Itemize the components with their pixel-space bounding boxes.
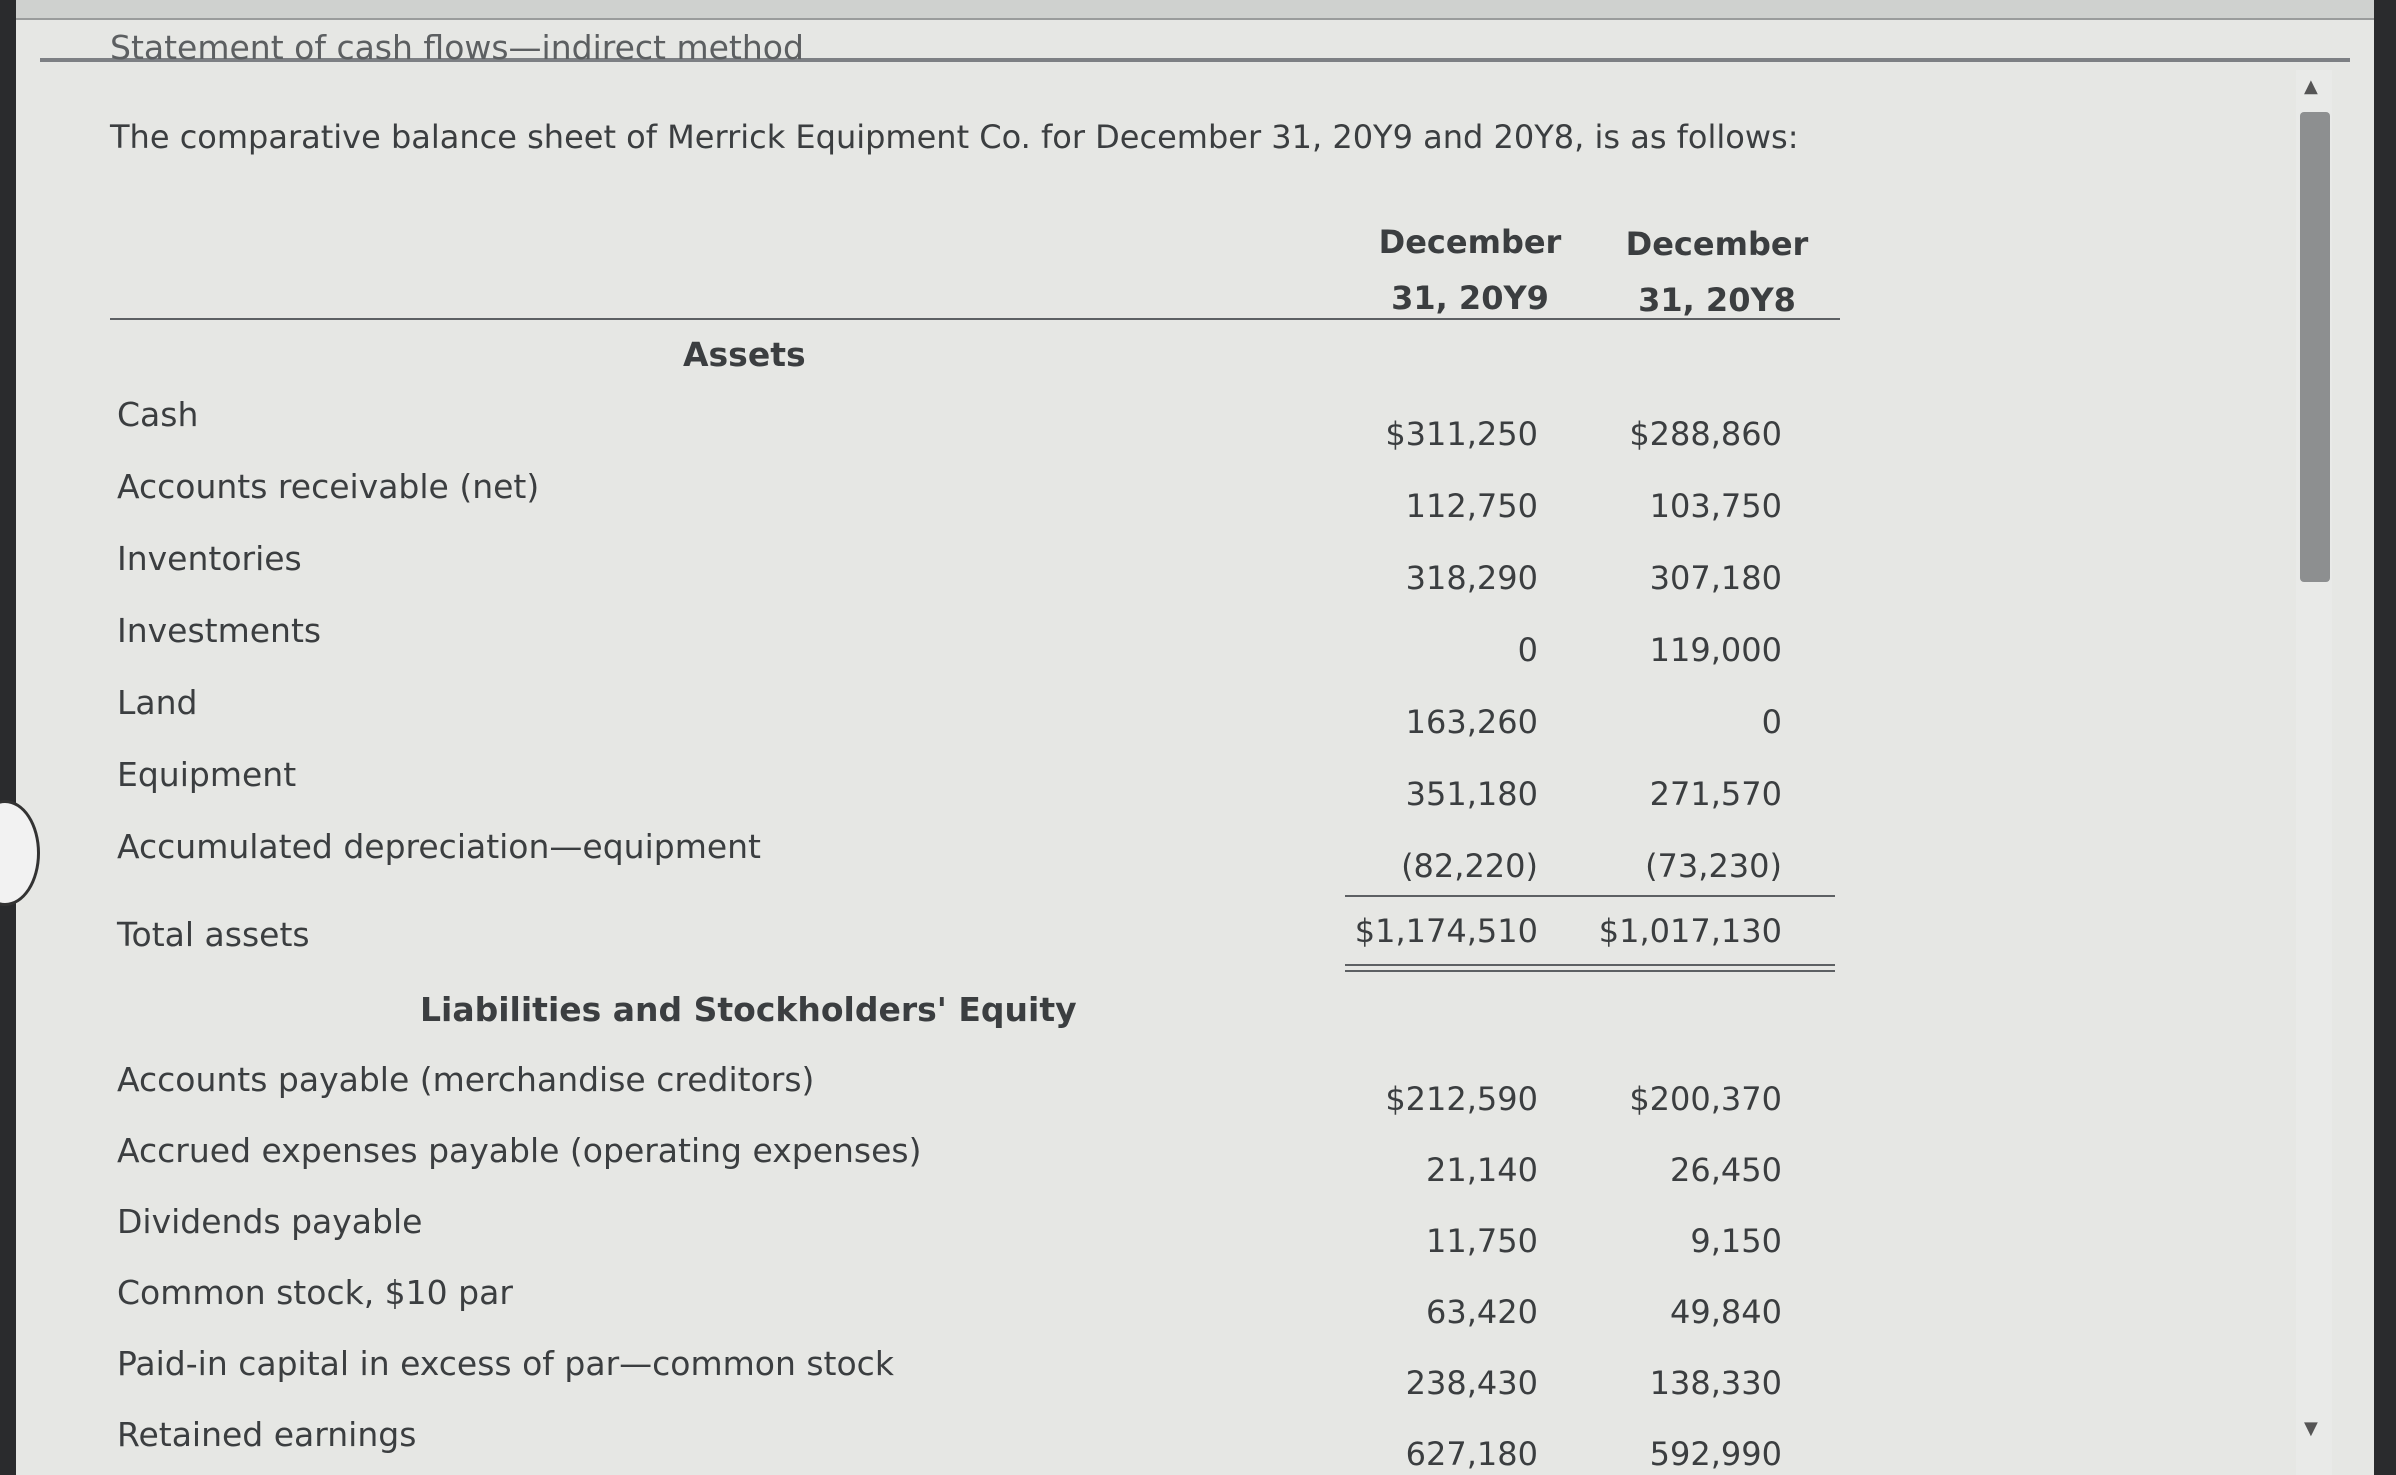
top-bar bbox=[16, 0, 2374, 20]
value-20y9: 238,430 bbox=[1405, 1364, 1538, 1402]
value-20y9: 351,180 bbox=[1405, 775, 1538, 813]
value-20y8: $200,370 bbox=[1629, 1080, 1782, 1118]
value-20y8: 119,000 bbox=[1649, 631, 1782, 669]
value-20y9: 21,140 bbox=[1426, 1151, 1538, 1189]
assets-heading: Assets bbox=[683, 335, 806, 374]
row-label: Equipment bbox=[117, 755, 297, 794]
page-title: Statement of cash flows—indirect method bbox=[110, 28, 804, 67]
column-header-line2: 31, 20Y9 bbox=[1391, 279, 1549, 317]
value-20y8: 103,750 bbox=[1649, 487, 1782, 525]
total-assets-20y9: $1,174,510 bbox=[1354, 912, 1538, 950]
value-20y8: (73,230) bbox=[1645, 847, 1782, 885]
total-assets-label: Total assets bbox=[117, 915, 310, 954]
column-header-20y9: December 31, 20Y9 bbox=[1340, 214, 1600, 326]
row-label: Retained earnings bbox=[117, 1415, 417, 1454]
row-label: Accounts receivable (net) bbox=[117, 467, 540, 506]
value-20y8: 9,150 bbox=[1690, 1222, 1782, 1260]
screen-bezel-right bbox=[2374, 0, 2396, 1475]
value-20y8: 138,330 bbox=[1649, 1364, 1782, 1402]
row-label: Land bbox=[117, 683, 198, 722]
liabilities-heading: Liabilities and Stockholders' Equity bbox=[420, 990, 1077, 1029]
row-label: Common stock, $10 par bbox=[117, 1273, 513, 1312]
value-20y8: 307,180 bbox=[1649, 559, 1782, 597]
value-20y9: $212,590 bbox=[1385, 1080, 1538, 1118]
value-20y9: $311,250 bbox=[1385, 415, 1538, 453]
value-20y9: 11,750 bbox=[1426, 1222, 1538, 1260]
value-20y8: 49,840 bbox=[1670, 1293, 1782, 1331]
value-20y8: 271,570 bbox=[1649, 775, 1782, 813]
value-20y9: 63,420 bbox=[1426, 1293, 1538, 1331]
double-underline-bottom bbox=[1345, 970, 1835, 972]
value-20y9: 627,180 bbox=[1405, 1435, 1538, 1473]
row-label: Inventories bbox=[117, 539, 302, 578]
column-header-20y8: December 31, 20Y8 bbox=[1587, 216, 1847, 328]
double-underline-top bbox=[1345, 964, 1835, 966]
value-20y9: 0 bbox=[1517, 631, 1538, 669]
subtotal-line bbox=[1345, 895, 1835, 897]
row-label: Dividends payable bbox=[117, 1202, 423, 1241]
content-panel bbox=[16, 0, 2374, 1475]
column-header-line2: 31, 20Y8 bbox=[1638, 281, 1796, 319]
scroll-down-icon[interactable]: ▼ bbox=[2304, 1418, 2318, 1439]
column-header-line1: December bbox=[1378, 223, 1562, 261]
value-20y8: $288,860 bbox=[1629, 415, 1782, 453]
value-20y8: 592,990 bbox=[1649, 1435, 1782, 1473]
row-label: Cash bbox=[117, 395, 199, 434]
frame-border bbox=[40, 58, 2350, 62]
value-20y9: 163,260 bbox=[1405, 703, 1538, 741]
scrollbar-thumb[interactable] bbox=[2300, 112, 2330, 582]
value-20y9: 112,750 bbox=[1405, 487, 1538, 525]
column-header-line1: December bbox=[1625, 225, 1809, 263]
row-label: Accounts payable (merchandise creditors) bbox=[117, 1060, 815, 1099]
row-label: Investments bbox=[117, 611, 322, 650]
value-20y9: (82,220) bbox=[1401, 847, 1538, 885]
screen-bezel bbox=[0, 0, 16, 1475]
value-20y8: 0 bbox=[1761, 703, 1782, 741]
total-assets-20y8: $1,017,130 bbox=[1598, 912, 1782, 950]
intro-text: The comparative balance sheet of Merrick… bbox=[110, 118, 1799, 156]
scroll-up-icon[interactable]: ▲ bbox=[2304, 76, 2318, 97]
header-divider bbox=[110, 318, 1840, 320]
row-label: Accrued expenses payable (operating expe… bbox=[117, 1131, 922, 1170]
row-label: Paid-in capital in excess of par—common … bbox=[117, 1344, 894, 1383]
value-20y9: 318,290 bbox=[1405, 559, 1538, 597]
row-label: Accumulated depreciation—equipment bbox=[117, 827, 761, 866]
value-20y8: 26,450 bbox=[1670, 1151, 1782, 1189]
